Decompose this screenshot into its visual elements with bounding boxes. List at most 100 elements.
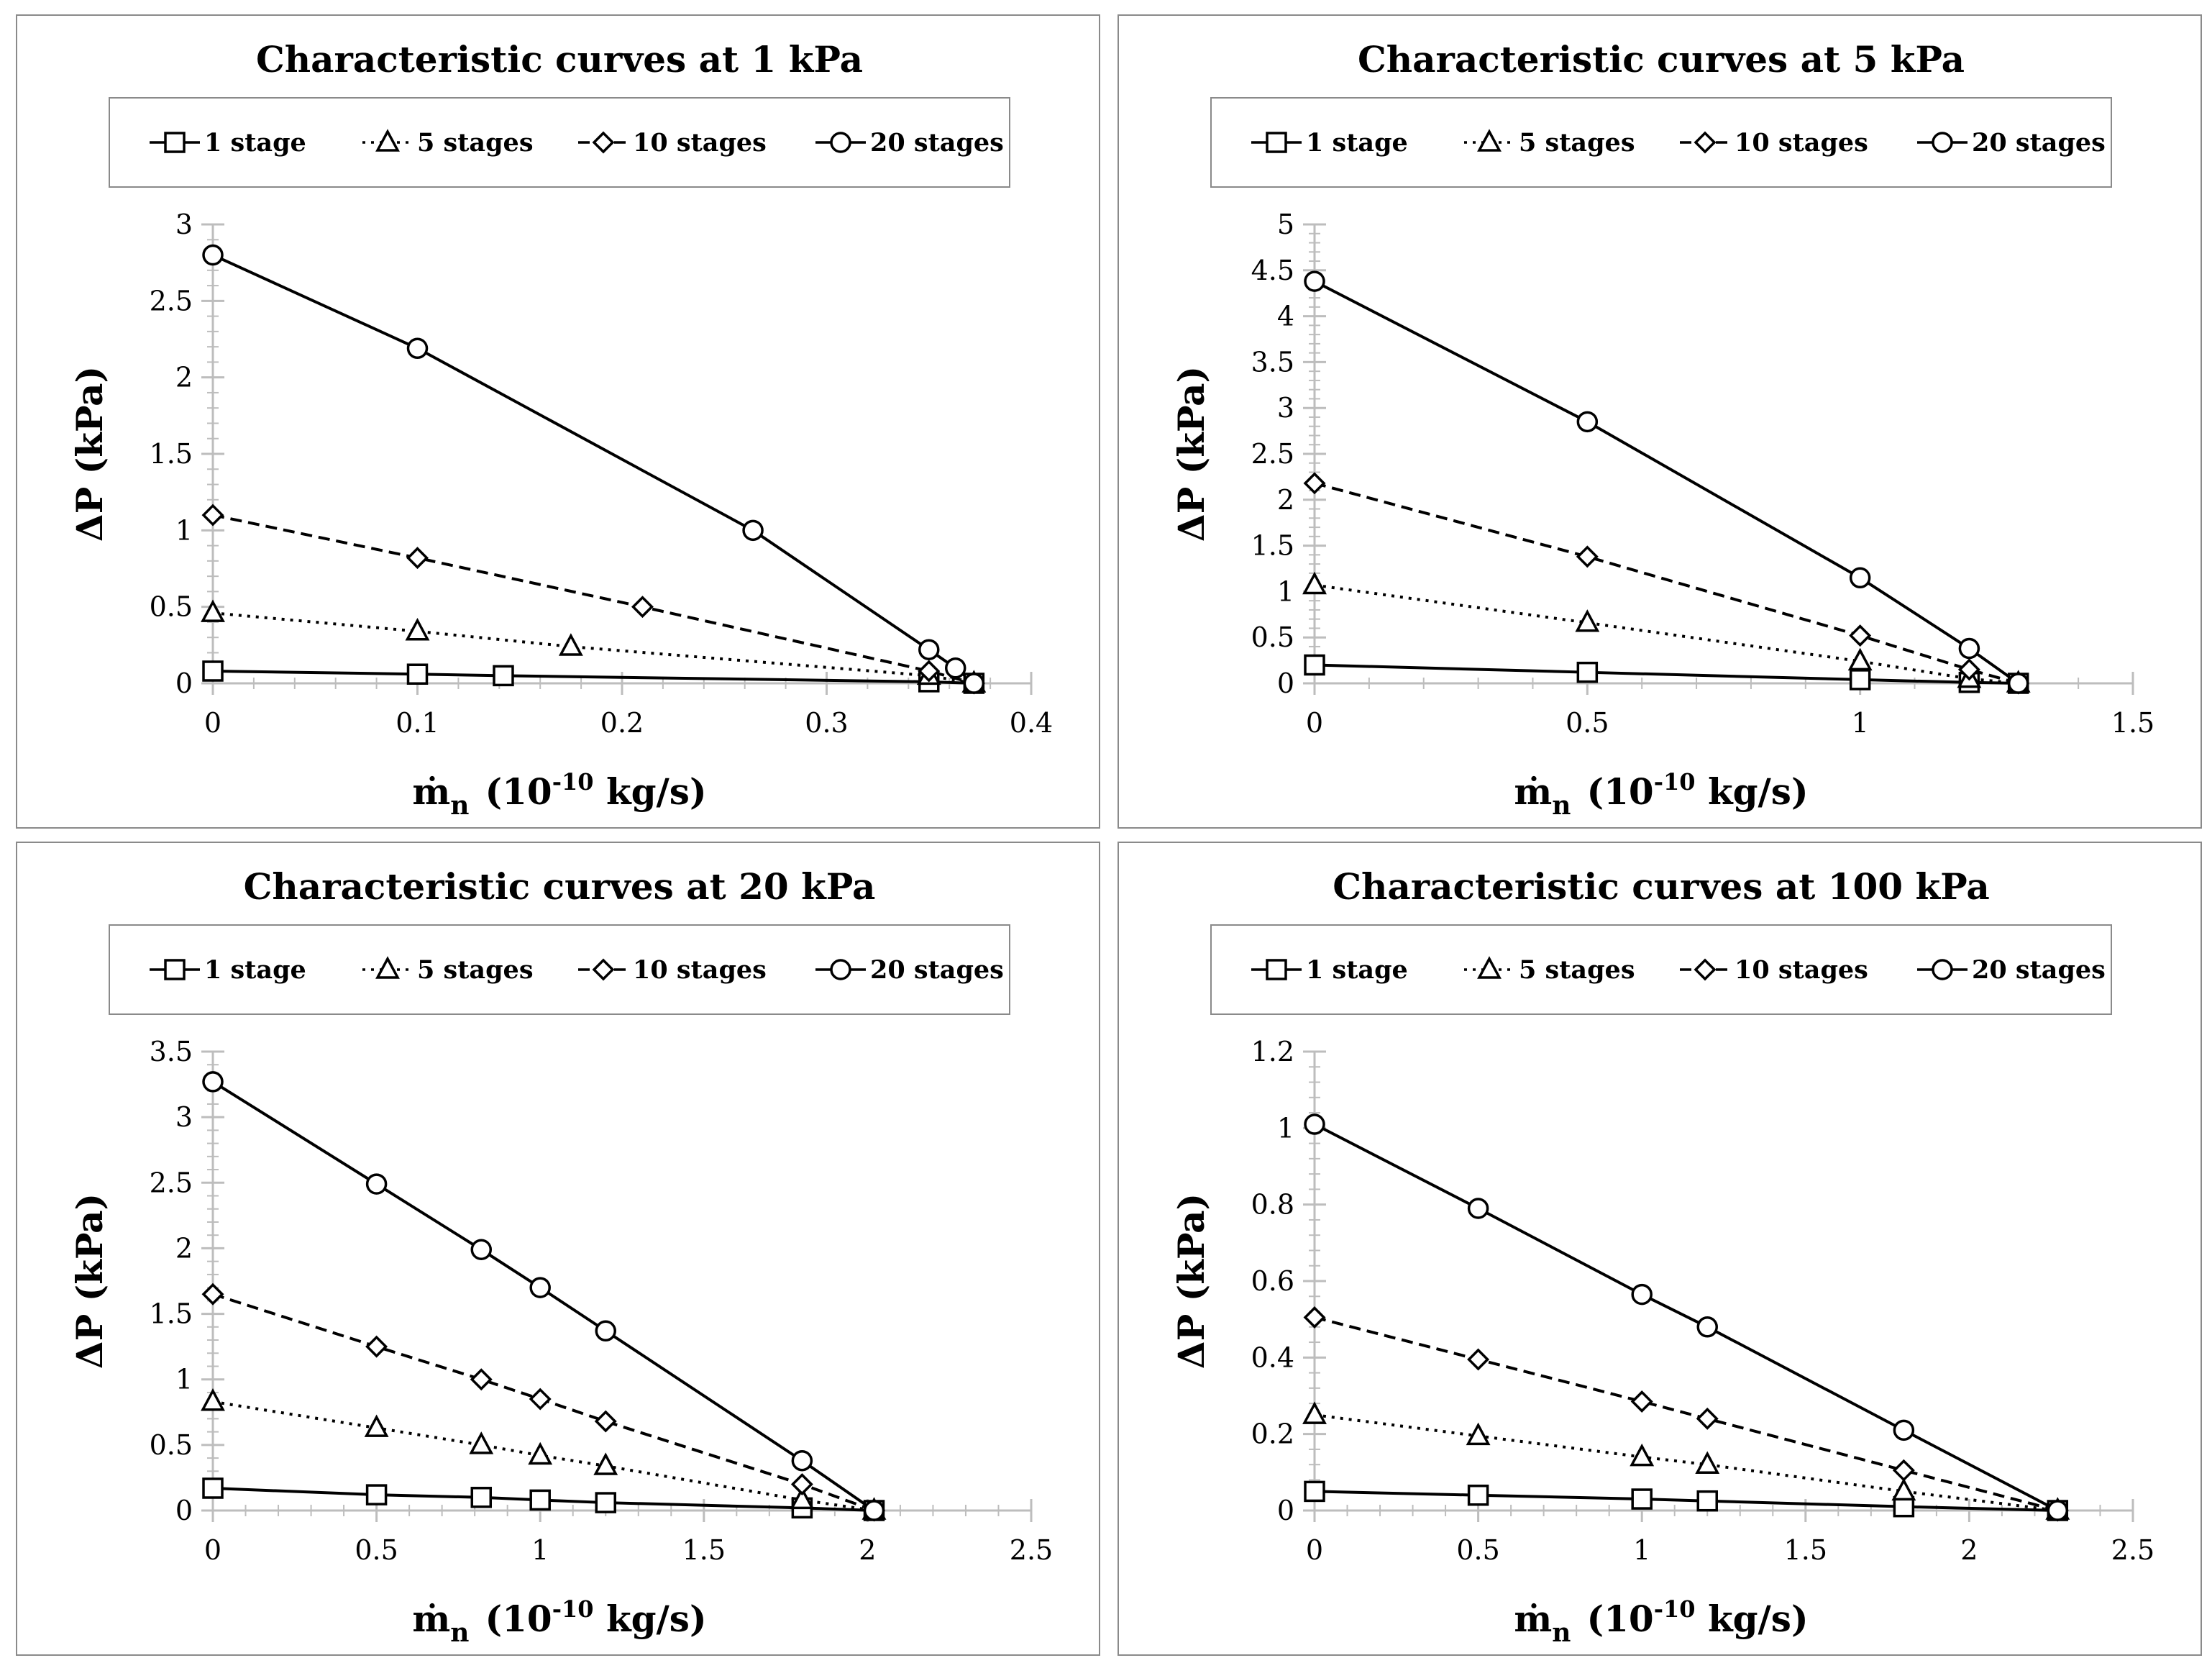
- chart-title: Characteristic curves at 1 kPa: [256, 38, 863, 81]
- legend-label: 1 stage: [1306, 128, 1408, 158]
- legend-item: 10 stages: [1680, 128, 1868, 158]
- data-point-triangle: [1630, 1443, 1655, 1467]
- data-point-square: [1467, 1484, 1489, 1506]
- legend-item: 20 stages: [815, 955, 1004, 985]
- data-point-diamond: [406, 547, 429, 570]
- legend-label: 10 stages: [633, 955, 767, 985]
- chart-panel-1kpa: Characteristic curves at 1 kPa 1 stage 5 s…: [16, 14, 1100, 829]
- data-point-triangle: [1847, 647, 1873, 671]
- data-point-circle: [529, 1277, 551, 1298]
- y-tick-label: 2.5: [150, 285, 193, 316]
- data-point-diamond: [594, 1410, 617, 1433]
- series-line-square: [1314, 1490, 2058, 1512]
- y-tick-label: 1: [1277, 575, 1294, 607]
- legend-item: 1 stage: [150, 955, 306, 985]
- y-tick-label: 1.2: [1251, 1036, 1294, 1067]
- y-tick-label: 0.4: [1251, 1341, 1294, 1373]
- legend-item: 5 stages: [1464, 128, 1635, 158]
- chart-title: Characteristic curves at 5 kPa: [1358, 38, 1965, 81]
- x-title-exponent: -10: [552, 768, 594, 796]
- chart-panel-100kpa: Characteristic curves at 100 kPa 1 stage 5…: [1118, 842, 2202, 1656]
- data-point-circle: [202, 1071, 224, 1093]
- x-tick-label: 0.4: [1010, 707, 1053, 739]
- data-point-square: [493, 665, 514, 687]
- data-point-square: [365, 1484, 388, 1505]
- x-tick-label: 2.5: [1010, 1534, 1053, 1566]
- data-point-triangle: [1302, 1401, 1327, 1424]
- data-point-triangle: [364, 1414, 389, 1437]
- y-tick-label: 1.5: [1251, 530, 1294, 562]
- y-tick-label: 3: [175, 1101, 193, 1133]
- data-point-square: [202, 1477, 224, 1499]
- x-tick-label: 1: [1633, 1534, 1650, 1566]
- y-tick-label: 0.2: [1251, 1418, 1294, 1450]
- legend-label: 20 stages: [1972, 128, 2106, 158]
- data-point-square: [1849, 669, 1871, 691]
- data-point-triangle: [528, 1441, 553, 1465]
- series-line-square: [212, 669, 974, 685]
- x-title-symbol: ṁ: [1514, 1598, 1552, 1640]
- legend-marker-triangle: [1477, 129, 1502, 152]
- data-point-triangle: [1466, 1422, 1491, 1446]
- data-point-triangle: [593, 1452, 618, 1475]
- legend-label: 5 stages: [1519, 128, 1635, 158]
- series-markers: [1304, 1113, 2069, 1521]
- data-point-circle: [2047, 1500, 2069, 1521]
- data-point-triangle: [201, 1388, 225, 1411]
- legend-marker-diamond: [1694, 131, 1717, 154]
- legend-label: 20 stages: [870, 955, 1004, 985]
- x-tick-label: 0.5: [355, 1534, 398, 1566]
- legend-marker-square: [1266, 959, 1287, 980]
- x-title-exponent: -10: [1654, 1595, 1696, 1623]
- y-tick-label: 2.5: [1251, 438, 1294, 470]
- y-tick-label: 2: [175, 362, 193, 393]
- data-point-circle: [1467, 1198, 1489, 1219]
- data-point-triangle: [1891, 1477, 1916, 1501]
- legend-label: 5 stages: [1519, 955, 1635, 985]
- y-tick-label: 0: [175, 668, 193, 699]
- legend-marker-diamond: [1694, 958, 1717, 981]
- legend-label: 5 stages: [417, 128, 534, 158]
- x-tick-label: 2.5: [2111, 1534, 2154, 1566]
- y-tick-label: 1: [175, 514, 193, 546]
- data-point-diamond: [1957, 658, 1980, 681]
- series-markers: [202, 1477, 885, 1521]
- series-line-triangle: [1314, 1413, 2058, 1512]
- x-tick-label: 1.5: [682, 1534, 726, 1566]
- data-point-circle: [1631, 1283, 1653, 1306]
- x-tick-label: 0: [204, 707, 221, 739]
- x-title-subscript: n: [450, 1618, 469, 1648]
- legend-marker-diamond: [592, 131, 615, 154]
- legend-marker-triangle: [375, 956, 400, 979]
- y-tick-label: 2: [175, 1232, 193, 1264]
- x-axis-title: ṁn (10-10 kg/s): [412, 768, 706, 821]
- series-markers: [1304, 270, 2029, 694]
- x-title-unit-prefix: (10: [1586, 770, 1653, 813]
- data-point-triangle: [201, 599, 225, 622]
- y-axis-title: ΔP (kPa): [1170, 1193, 1212, 1369]
- data-point-circle: [918, 639, 940, 660]
- legend-label: 10 stages: [633, 128, 767, 158]
- x-title-exponent: -10: [1654, 768, 1696, 796]
- y-tick-label: 1: [175, 1364, 193, 1395]
- legend-label: 10 stages: [1735, 128, 1868, 158]
- legend-item: 20 stages: [815, 128, 1004, 158]
- series-markers: [201, 504, 985, 695]
- data-point-square: [1576, 661, 1599, 683]
- legend-label: 10 stages: [1735, 955, 1868, 985]
- legend-item: 20 stages: [1917, 955, 2106, 985]
- chart-title: Characteristic curves at 100 kPa: [1333, 865, 1990, 908]
- data-point-circle: [944, 657, 966, 679]
- legend-label: 20 stages: [1972, 955, 2106, 985]
- legend-label: 20 stages: [870, 128, 1004, 158]
- x-tick-label: 1: [1852, 707, 1869, 739]
- chart-svg: Characteristic curves at 5 kPa 1 stage 5 s…: [1170, 38, 2154, 821]
- legend-item: 1 stage: [1251, 128, 1408, 158]
- x-axis-title: ṁn (10-10 kg/s): [412, 1595, 706, 1648]
- data-point-triangle: [1695, 1451, 1720, 1474]
- data-point-triangle: [405, 618, 430, 641]
- data-point-square: [1304, 654, 1325, 676]
- series-line-diamond: [1314, 481, 2019, 685]
- x-tick-label: 0.5: [1566, 707, 1609, 739]
